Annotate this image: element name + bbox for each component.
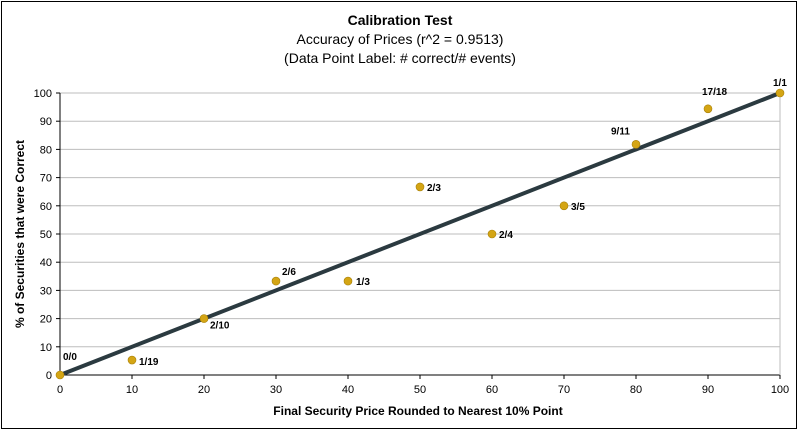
data-label-7: 3/5 bbox=[571, 202, 585, 213]
x-tick-label-90: 90 bbox=[702, 384, 714, 396]
data-label-5: 2/3 bbox=[427, 183, 441, 194]
y-tick-label-70: 70 bbox=[40, 173, 52, 185]
y-tick-label-80: 80 bbox=[40, 144, 52, 156]
chart-subtitle-note: (Data Point Label: # correct/# events) bbox=[284, 50, 516, 66]
y-tick-label-50: 50 bbox=[40, 229, 52, 241]
data-point-8 bbox=[631, 140, 641, 149]
x-tick-label-30: 30 bbox=[270, 384, 282, 396]
data-point-5 bbox=[415, 182, 425, 192]
chart-title: Calibration Test bbox=[348, 12, 453, 28]
data-label-6: 2/4 bbox=[499, 230, 513, 241]
y-tick-label-30: 30 bbox=[40, 285, 52, 297]
x-tick-label-20: 20 bbox=[198, 384, 210, 396]
grid bbox=[60, 92, 780, 348]
data-point-6 bbox=[487, 229, 497, 239]
data-point-9 bbox=[703, 104, 713, 114]
data-point-3 bbox=[271, 276, 281, 286]
y-tick-label-40: 40 bbox=[40, 257, 52, 269]
points-layer: 0/0 1/19 2/10 2/6 1/3 2/3 2/4 3/5 9/11 17/18 1/1 bbox=[55, 78, 787, 380]
data-label-8: 9/11 bbox=[611, 126, 630, 137]
chart-subtitle: Accuracy of Prices (r^2 = 0.9513) bbox=[297, 31, 504, 47]
data-label-2: 2/10 bbox=[210, 321, 230, 332]
y-tick-label-20: 20 bbox=[40, 314, 52, 326]
data-point-4 bbox=[343, 276, 353, 286]
y-tick-label-90: 90 bbox=[40, 116, 52, 128]
x-tick-label-100: 100 bbox=[771, 384, 789, 396]
x-tick-label-50: 50 bbox=[414, 384, 426, 396]
y-tick-label-0: 0 bbox=[46, 370, 52, 382]
x-tick-label-80: 80 bbox=[630, 384, 642, 396]
x-tick-label-0: 0 bbox=[57, 384, 63, 396]
y-tick-label-100: 100 bbox=[34, 88, 52, 100]
y-tick-label-10: 10 bbox=[40, 342, 52, 354]
data-label-4: 1/3 bbox=[356, 277, 370, 288]
data-point-1 bbox=[127, 355, 137, 365]
y-axis-label: % of Securities that were Correct bbox=[13, 140, 27, 328]
reference-line bbox=[58, 91, 782, 377]
reference-line-layer bbox=[58, 91, 782, 377]
data-label-0: 0/0 bbox=[63, 352, 77, 363]
data-point-0 bbox=[55, 370, 65, 380]
y-tick-label-60: 60 bbox=[40, 201, 52, 213]
axes: 0 10 20 30 40 50 60 70 80 90 100 0 10 20 30 40 50 60 70 80 9… bbox=[34, 88, 790, 396]
x-tick-label-70: 70 bbox=[558, 384, 570, 396]
data-point-10 bbox=[775, 88, 785, 98]
data-label-10: 1/1 bbox=[773, 78, 787, 89]
data-point-2 bbox=[199, 314, 209, 323]
x-tick-label-40: 40 bbox=[342, 384, 354, 396]
x-tick-label-10: 10 bbox=[126, 384, 138, 396]
data-label-1: 1/19 bbox=[139, 357, 159, 368]
data-label-3: 2/6 bbox=[282, 267, 296, 278]
data-label-9: 17/18 bbox=[702, 87, 727, 98]
x-tick-label-60: 60 bbox=[486, 384, 498, 396]
x-axis-label: Final Security Price Rounded to Nearest … bbox=[273, 404, 562, 418]
data-point-7 bbox=[559, 201, 569, 211]
